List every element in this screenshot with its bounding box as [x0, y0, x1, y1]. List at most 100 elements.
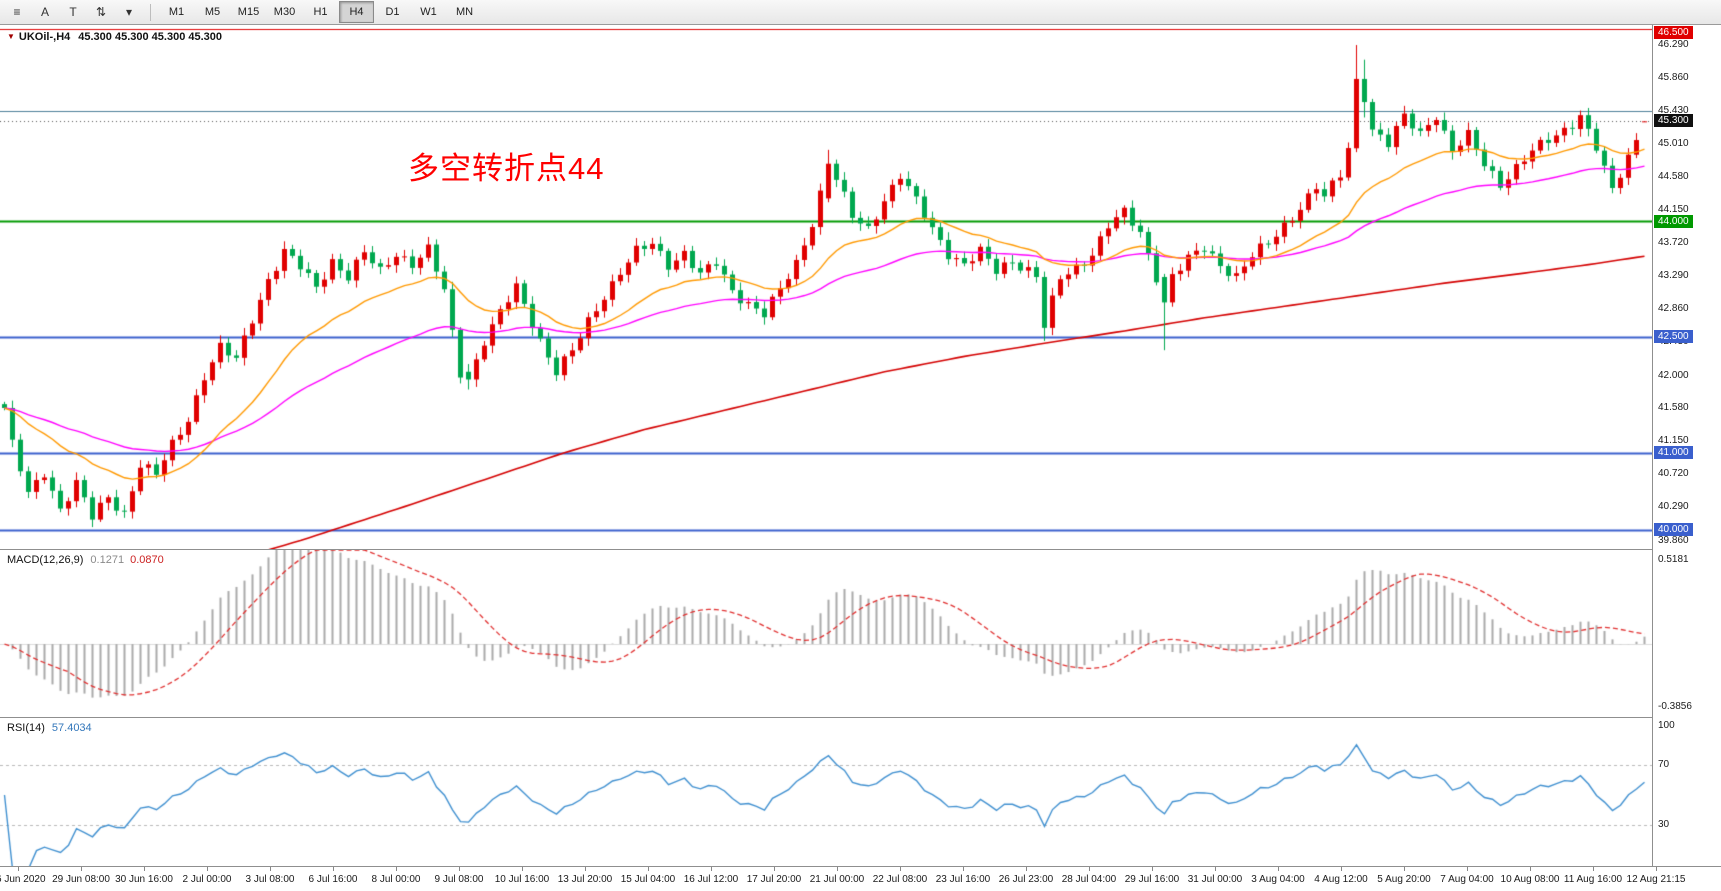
rsi-indicator-label: RSI(14) 57.4034: [7, 722, 92, 734]
time-axis-label: 10 Aug 08:00: [1500, 874, 1560, 885]
time-axis-label: 4 Aug 12:00: [1314, 874, 1368, 885]
time-tick: [1593, 867, 1594, 871]
price-tick-label: 46.290: [1658, 39, 1689, 51]
time-axis[interactable]: 26 Jun 2020 29 Jun 08:00 30 Jun 16:00 2 Jul…: [0, 867, 1721, 891]
time-axis-label: 13 Jul 20:00: [557, 874, 613, 885]
timeframe-button-m15[interactable]: M15: [237, 6, 260, 18]
macd-signal-value: 0.0870: [130, 554, 164, 566]
timeframe-button-mn[interactable]: MN: [455, 6, 474, 18]
price-badge-46500: 46.500: [1654, 26, 1693, 39]
rsi-canvas[interactable]: [0, 718, 1652, 866]
toolbar-icon-group: ≡ A T ⇅ ▾: [4, 1, 142, 23]
time-tick: [270, 867, 271, 871]
macd-canvas[interactable]: [0, 550, 1652, 717]
rsi-axis-label: 70: [1658, 759, 1670, 771]
price-tick-label: 41.150: [1658, 435, 1689, 447]
time-tick: [1278, 867, 1279, 871]
pane-separator[interactable]: [0, 717, 1721, 718]
time-tick: [522, 867, 523, 871]
timeframe-button-w1[interactable]: W1: [420, 6, 437, 18]
price-tick-label: 43.720: [1658, 237, 1689, 249]
dropdown-caret-icon[interactable]: ▾: [125, 5, 133, 19]
time-tick: [585, 867, 586, 871]
time-tick: [1026, 867, 1027, 871]
price-tick-label: 40.290: [1658, 501, 1689, 513]
time-axis-label: 16 Jul 12:00: [683, 874, 739, 885]
price-tick-label: 45.860: [1658, 72, 1689, 84]
timeframe-button-h1[interactable]: H1: [313, 6, 328, 18]
macd-indicator-label: MACD(12,26,9) 0.1271 0.0870: [7, 554, 164, 566]
macd-axis-label: 0.5181: [1658, 554, 1689, 566]
time-tick: [207, 867, 208, 871]
price-tick-label: 42.000: [1658, 369, 1689, 381]
rsi-value: 57.4034: [51, 722, 92, 734]
macd-main-value: 0.1271: [90, 554, 125, 566]
timeframe-button-m5[interactable]: M5: [204, 6, 221, 18]
textbox-icon[interactable]: T: [69, 5, 77, 19]
time-axis-label: 15 Jul 04:00: [620, 874, 676, 885]
price-tick-label: 42.860: [1658, 303, 1689, 315]
rsi-axis-label: 100: [1658, 720, 1675, 731]
time-axis-label: 29 Jul 16:00: [1124, 874, 1180, 885]
price-tick-label: 43.290: [1658, 270, 1689, 282]
time-axis-label: 26 Jun 2020: [0, 874, 46, 885]
time-tick: [1341, 867, 1342, 871]
price-tick-label: 41.580: [1658, 401, 1689, 413]
time-axis-label: 17 Jul 20:00: [746, 874, 802, 885]
price-chart-canvas[interactable]: [0, 25, 1652, 549]
price-badge-42500: 42.500: [1654, 330, 1693, 344]
time-axis-label: 23 Jul 16:00: [935, 874, 991, 885]
time-tick: [1215, 867, 1216, 871]
macd-indicator-name: MACD(12,26,9): [7, 554, 84, 566]
timeframe-button-m1[interactable]: M1: [168, 6, 185, 18]
pane-separator: [0, 866, 1721, 867]
price-badge-44000: 44.000: [1654, 214, 1693, 228]
price-tick-label: 44.580: [1658, 170, 1689, 182]
symbol-ohlc-label: ▼ UKOil-,H4 45.300 45.300 45.300 45.300: [7, 31, 222, 43]
chart-annotation[interactable]: 多空转折点44: [408, 151, 605, 186]
time-tick: [1152, 867, 1153, 871]
text-a-icon[interactable]: A: [40, 5, 49, 19]
timeframe-button-m30[interactable]: M30: [273, 6, 296, 18]
price-badge-41000: 41.000: [1654, 445, 1693, 459]
toolbar: ≡ A T ⇅ ▾ M1 M5 M15 M30 H1 H4 D1 W1 MN: [0, 0, 1721, 25]
time-axis-label: 8 Jul 00:00: [371, 874, 421, 885]
time-tick: [963, 867, 964, 871]
time-axis-label: 10 Jul 16:00: [494, 874, 550, 885]
price-tick-label: 45.430: [1658, 105, 1689, 117]
time-axis-label: 28 Jul 04:00: [1061, 874, 1117, 885]
rsi-axis-label: 30: [1658, 818, 1670, 830]
price-badge-45300: 45.300: [1654, 114, 1693, 128]
time-tick: [900, 867, 901, 871]
time-tick: [1089, 867, 1090, 871]
time-axis-label: 30 Jun 16:00: [115, 874, 173, 885]
time-axis-label: 5 Aug 20:00: [1377, 874, 1431, 885]
chart-lines-icon[interactable]: ≡: [13, 5, 21, 19]
pane-separator[interactable]: [0, 549, 1721, 550]
time-tick: [774, 867, 775, 871]
price-tick-label: 44.150: [1658, 203, 1689, 215]
time-tick: [648, 867, 649, 871]
price-axis[interactable]: 46.290 45.860 45.430 45.010 44.580 44.150 43.7…: [1652, 25, 1721, 866]
time-tick: [459, 867, 460, 871]
time-axis-label: 9 Jul 08:00: [434, 874, 484, 885]
time-axis-label: 26 Jul 23:00: [998, 874, 1054, 885]
timeframe-toolbar: M1 M5 M15 M30 H1 H4 D1 W1 MN: [159, 1, 482, 23]
rsi-indicator-name: RSI(14): [7, 722, 45, 734]
time-tick: [18, 867, 19, 871]
symbol-period-label: UKOil-,H4: [18, 31, 71, 43]
time-tick: [333, 867, 334, 871]
time-tick: [1656, 867, 1657, 871]
price-tick-label: 45.010: [1658, 137, 1689, 149]
time-axis-label: 3 Jul 08:00: [245, 874, 295, 885]
time-axis-label: 22 Jul 08:00: [872, 874, 928, 885]
time-axis-label: 2 Jul 00:00: [182, 874, 232, 885]
timeframe-button-h4[interactable]: H4: [339, 1, 374, 23]
time-tick: [396, 867, 397, 871]
time-tick: [144, 867, 145, 871]
cycle-arrows-icon[interactable]: ⇅: [95, 5, 107, 19]
time-axis-label: 21 Jul 00:00: [809, 874, 865, 885]
timeframe-button-d1[interactable]: D1: [385, 6, 400, 18]
price-badge-40000: 40.000: [1654, 522, 1693, 536]
